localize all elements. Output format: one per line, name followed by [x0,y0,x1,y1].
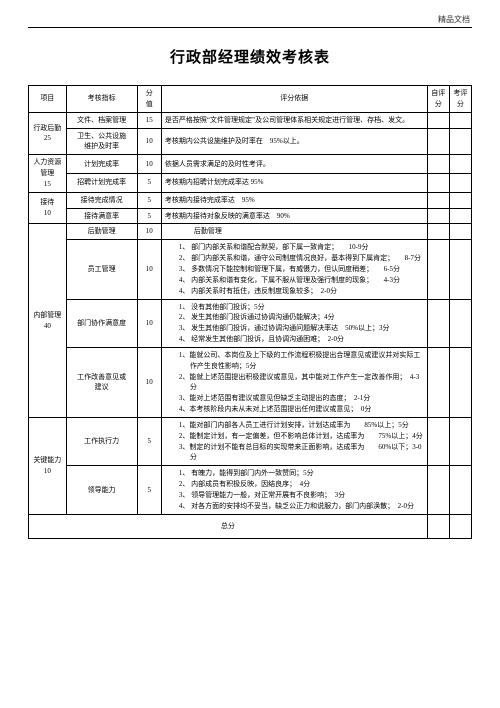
score-cell: 10 [137,128,161,155]
score-cell: 5 [137,466,161,514]
metric-cell: 工作执行力 [66,417,137,465]
eval-cell [449,112,471,128]
criterion-item: 3、 发生其他部门投诉，通过协调沟通问题解决率达 50%以上；3分 [179,323,424,334]
criterion-item: 2、能制定计划，有一定偏差，但不影响总体计划，达成率为 75%以上；4分 [179,431,424,442]
score-cell: 5 [137,417,161,465]
col-project-head: 项目 [29,86,67,113]
criterion-item: 1、 部门内部关系和谐配合默契，部下属一致肯定； 10-9分 [179,242,424,253]
total-self [427,514,449,538]
basis-cell: 考核期内公共设施维护及时率在 95%以上。 [161,128,427,155]
basis-cell: 依据人员需求满足的及时性考评。 [161,155,427,174]
eval-cell [449,299,471,347]
performance-table: 项目考核指标分值评分依据自评分考评分行政后勤25文件、档案管理15是否严格按照“… [28,85,472,539]
criterion-item: 2、能就上述范围提出积极建议或意见，其中能对工作产生一定改善作用； 4-3分 [179,372,424,394]
col-score-head: 分值 [137,86,161,113]
criterion-item: 1、能就公司、本岗位及上下级的工作流程积极提出合理意见或建议并对实际工作产生良性… [179,350,424,372]
criterion-item: 2、 发生其他部门投诉通过协调沟通仍能解决；4分 [179,312,424,323]
col-self-head: 自评分 [427,86,449,113]
criterion-item: 4、 经常发生其他部门投诉，且协调沟通困难； 2-0分 [179,334,424,345]
basis-cell: 1、 没有其他部门投诉；5分2、 发生其他部门投诉通过协调沟通仍能解决；4分3、… [161,299,427,347]
basis-cell: 是否严格按照“文件管理规定”及公司管理体系相关规定进行管理、存档、发文。 [161,112,427,128]
project-cell: 人力资源管理15 [29,155,67,193]
self-cell [427,192,449,208]
self-cell [427,128,449,155]
score-cell: 10 [137,240,161,299]
project-cell: 接待10 [29,192,67,224]
header-label: 精品文档 [28,14,472,25]
total-eval [449,514,471,538]
criterion-item: 1、能对部门内部各人员工进行计划安排，计划达成率为 85%以上；5分 [179,420,424,431]
self-cell [427,466,449,514]
eval-cell [449,417,471,465]
criterion-item: 4、 对各方面的安排均不妥当，缺乏公正力和说服力，部门内部涣散； 2-0分 [179,501,424,512]
subhead-score: 10 [137,224,161,240]
basis-cell: 1、 有魄力，能得到部门内外一致赞同；5分2、 内部成员有积极反映，因结良序； … [161,466,427,514]
self-cell [427,224,449,240]
self-cell [427,173,449,192]
eval-cell [449,155,471,174]
page-title: 行政部经理绩效考核表 [28,46,472,67]
metric-cell: 招聘计划完成率 [66,173,137,192]
basis-cell: 1、能就公司、本岗位及上下级的工作流程积极提出合理意见或建议并对实际工作产生良性… [161,347,427,417]
eval-cell [449,240,471,299]
criterion-item: 4、本考核阶段内未从未对上述范围提出任何建议或意见； 0分 [179,404,424,415]
eval-cell [449,466,471,514]
metric-cell: 接待满意率 [66,208,137,224]
score-cell: 10 [137,155,161,174]
project-cell: 行政后勤25 [29,112,67,155]
eval-cell [449,173,471,192]
criterion-item: 2、 部门内部关系和谐，通守公司制度情况良好，基本得到下属肯定； 8-7分 [179,253,424,264]
metric-cell: 领导能力 [66,466,137,514]
metric-cell: 员工管理 [66,240,137,299]
col-basis-head: 评分依据 [161,86,427,113]
total-label: 总分 [29,514,428,538]
col-eval-head: 考评分 [449,86,471,113]
basis-cell: 1、能对部门内部各人员工进行计划安排，计划达成率为 85%以上；5分2、能制定计… [161,417,427,465]
score-cell: 5 [137,173,161,192]
project-cell: 关键能力10 [29,417,67,514]
basis-cell: 考核期内接待对象反映的满意率达 90% [161,208,427,224]
subhead-metric: 后勤管理 [66,224,137,240]
metric-cell: 计划完成率 [66,155,137,174]
self-cell [427,417,449,465]
self-cell [427,299,449,347]
criterion-item: 4、 内部关系和谐有变化，下属不服从管理及强行制度的现象； 4-3分 [179,275,424,286]
criterion-item: 3、 领导管理能力一般，对正常开展有不良影响； 3分 [179,490,424,501]
score-cell: 5 [137,192,161,208]
score-cell: 10 [137,347,161,417]
criterion-item: 4、 内部关系时有抵住，违反制度现象较多； 2-0分 [179,286,424,297]
self-cell [427,112,449,128]
criterion-item: 3、制定的计划不能有总目标的实现带来正面影响，达成率为 60%以下；3-0分 [179,442,424,464]
metric-cell: 文件、档案管理 [66,112,137,128]
eval-cell [449,128,471,155]
score-cell: 15 [137,112,161,128]
basis-cell: 考核期内接待完成率达 95% [161,192,427,208]
metric-cell: 接待完成情况 [66,192,137,208]
header-rule [28,27,472,28]
self-cell [427,240,449,299]
basis-cell: 1、 部门内部关系和谐配合默契，部下属一致肯定； 10-9分2、 部门内部关系和… [161,240,427,299]
eval-cell [449,347,471,417]
self-cell [427,347,449,417]
criterion-item: 1、 没有其他部门投诉；5分 [179,302,424,313]
self-cell [427,208,449,224]
criterion-item: 3、 多数情况下能控制和管理下属，有威慑力，但认同度稍差； 6-5分 [179,264,424,275]
eval-cell [449,224,471,240]
self-cell [427,155,449,174]
criterion-item: 3、能对上述范围有建议或意见但缺乏主动提出的态度； 2-1分 [179,393,424,404]
criterion-item: 2、 内部成员有积极反映，因结良序； 4分 [179,479,424,490]
score-cell: 10 [137,299,161,347]
metric-cell: 卫生、公共设施维护及时率 [66,128,137,155]
project-cell: 内部管理40 [29,224,67,418]
eval-cell [449,192,471,208]
subhead-basis: 后勤管理 [161,224,427,240]
criterion-item: 1、 有魄力，能得到部门内外一致赞同；5分 [179,468,424,479]
metric-cell: 部门协作满意度 [66,299,137,347]
basis-cell: 考核期内招聘计划完成率达 95% [161,173,427,192]
eval-cell [449,208,471,224]
score-cell: 5 [137,208,161,224]
metric-cell: 工作改善意见或建议 [66,347,137,417]
col-metric-head: 考核指标 [66,86,137,113]
